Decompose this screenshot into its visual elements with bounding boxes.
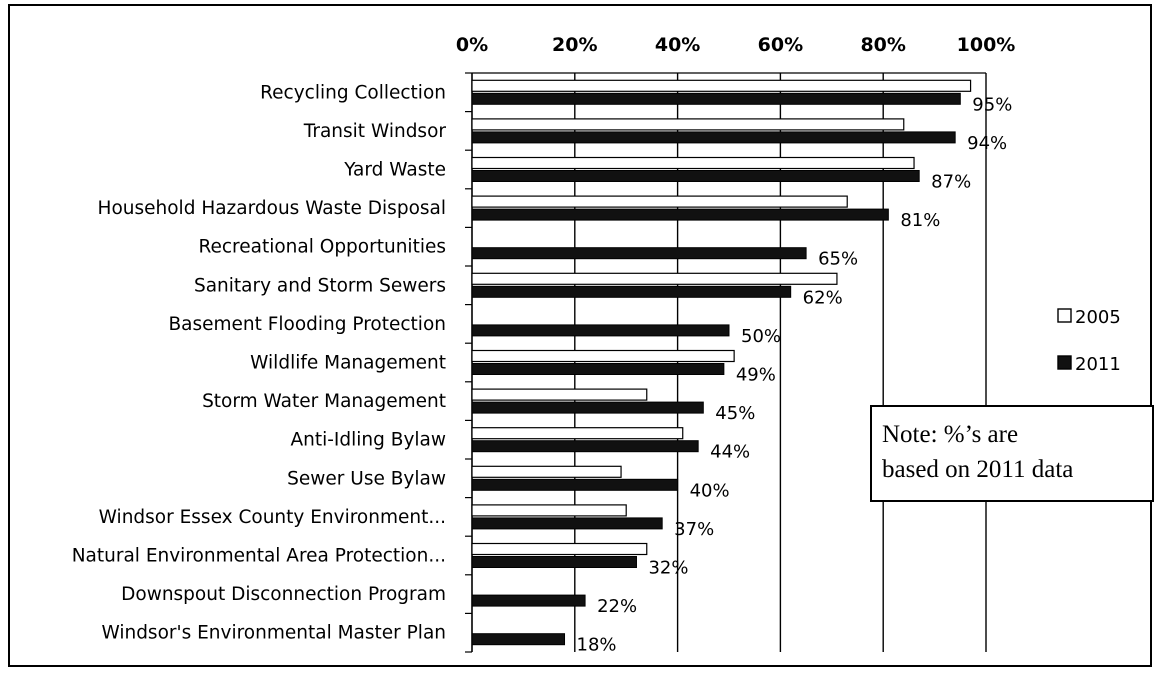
data-label: 40%	[690, 480, 730, 501]
bar-2011	[471, 633, 566, 646]
bar-2005	[471, 427, 684, 440]
legend: 2005 2011	[1057, 307, 1121, 375]
data-label: 94%	[967, 133, 1007, 154]
bar-2011	[471, 478, 679, 491]
bar-2011	[471, 401, 704, 414]
gridlines	[465, 72, 987, 653]
note-box: Note: %’s are based on 2011 data	[870, 405, 1154, 502]
bar-2011	[471, 170, 920, 182]
chart-frame	[8, 4, 1152, 667]
data-labels: 95% 94% 87% 81% 65% 62% 50% 49% 45% 44% 40% 37% 32% 2…	[577, 94, 1013, 655]
legend-swatch-2011	[1057, 355, 1072, 370]
category-label: Wildlife Management	[250, 353, 446, 374]
bar-2011	[471, 131, 956, 144]
bar-2011	[471, 440, 699, 453]
data-label: 18%	[577, 635, 617, 656]
data-label: 44%	[710, 442, 750, 463]
data-label: 65%	[818, 249, 858, 270]
category-label: Storm Water Management	[202, 391, 446, 412]
x-tick-label: 20%	[552, 34, 597, 56]
data-label: 45%	[715, 403, 755, 424]
legend-label-2011: 2011	[1075, 354, 1121, 375]
x-tick-label: 80%	[860, 34, 905, 56]
bar-2011	[471, 517, 663, 530]
data-label: 62%	[803, 287, 843, 308]
category-label: Sanitary and Storm Sewers	[194, 275, 446, 296]
bar-2005	[471, 349, 735, 363]
category-label: Anti-Idling Bylaw	[290, 430, 446, 451]
data-label: 95%	[972, 94, 1012, 115]
x-tick-label: 60%	[758, 34, 803, 56]
bar-2005	[471, 504, 627, 517]
bar-2005	[471, 465, 622, 478]
category-label: Sewer Use Bylaw	[287, 468, 446, 489]
data-label: 32%	[648, 558, 688, 579]
bar-2005	[471, 79, 972, 92]
bar-2011	[471, 324, 730, 337]
data-label: 50%	[741, 326, 781, 347]
legend-swatch-2005	[1057, 308, 1072, 323]
bar-2011	[471, 285, 792, 298]
category-label: Household Hazardous Waste Disposal	[98, 198, 446, 219]
category-label: Natural Environmental Area Protection...	[72, 546, 446, 567]
bar-2005	[471, 272, 838, 285]
bar-2011	[471, 594, 586, 607]
note-line-2: based on 2011 data	[882, 456, 1074, 483]
bar-2011	[471, 363, 725, 375]
category-label: Recycling Collection	[260, 82, 446, 103]
data-label: 22%	[597, 596, 637, 617]
x-tick-label: 100%	[957, 34, 1016, 56]
category-label: Basement Flooding Protection	[168, 314, 446, 335]
bar-2011	[471, 92, 961, 105]
bar-2011	[471, 556, 637, 568]
data-label: 81%	[900, 210, 940, 231]
bar-2005	[471, 156, 915, 170]
data-label: 37%	[674, 519, 714, 540]
bar-2005	[471, 118, 905, 131]
note-line-1: Note: %’s are	[882, 421, 1019, 448]
x-tick-label: 40%	[655, 34, 700, 56]
bar-2005	[471, 542, 648, 556]
x-tick-label: 0%	[456, 34, 488, 56]
x-axis-tick-labels: 0% 20% 40% 60% 80% 100%	[456, 34, 1015, 56]
category-label: Downspout Disconnection Program	[121, 584, 446, 605]
legend-label-2005: 2005	[1075, 307, 1121, 328]
bar-2011	[471, 208, 889, 221]
bars	[471, 79, 972, 646]
category-label: Windsor's Environmental Master Plan	[101, 623, 446, 644]
category-labels: Recycling Collection Transit Windsor Yard …	[72, 82, 447, 643]
data-label: 87%	[931, 172, 971, 193]
data-label: 49%	[736, 365, 776, 386]
bar-2005	[471, 195, 848, 208]
bar-2005	[471, 388, 648, 401]
category-label: Yard Waste	[343, 160, 446, 181]
category-label: Windsor Essex County Environment...	[99, 507, 446, 528]
category-label: Transit Windsor	[303, 121, 447, 142]
bar-2011	[471, 247, 807, 260]
category-label: Recreational Opportunities	[198, 237, 446, 258]
